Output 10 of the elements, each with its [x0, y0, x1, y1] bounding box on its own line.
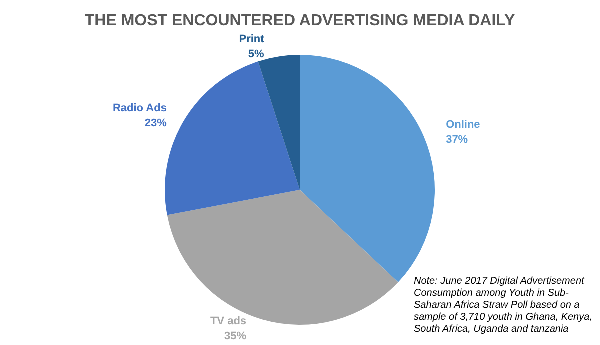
text: Note: June 2017 Digital Advertisement Consumption among Youth in Sub-Saharan Africa Straw Poll based on a sample of 3,710 youth in Ghana, Kenya, South Africa, Uganda and tanzania: [414, 276, 594, 336]
data-label: 35%: [224, 330, 247, 342]
slice-label: TV ads: [210, 316, 247, 328]
data-label: 5%: [248, 48, 265, 60]
slice-label: Online: [446, 118, 480, 131]
chart-title: THE MOST ENCOUNTERED ADVERTISING MEDIA DAILY: [84, 12, 516, 30]
slice-label: Print: [239, 33, 265, 46]
data-label: 37%: [446, 134, 468, 146]
data-label: 23%: [144, 118, 168, 130]
slice-label: Radio Ads: [112, 102, 167, 115]
